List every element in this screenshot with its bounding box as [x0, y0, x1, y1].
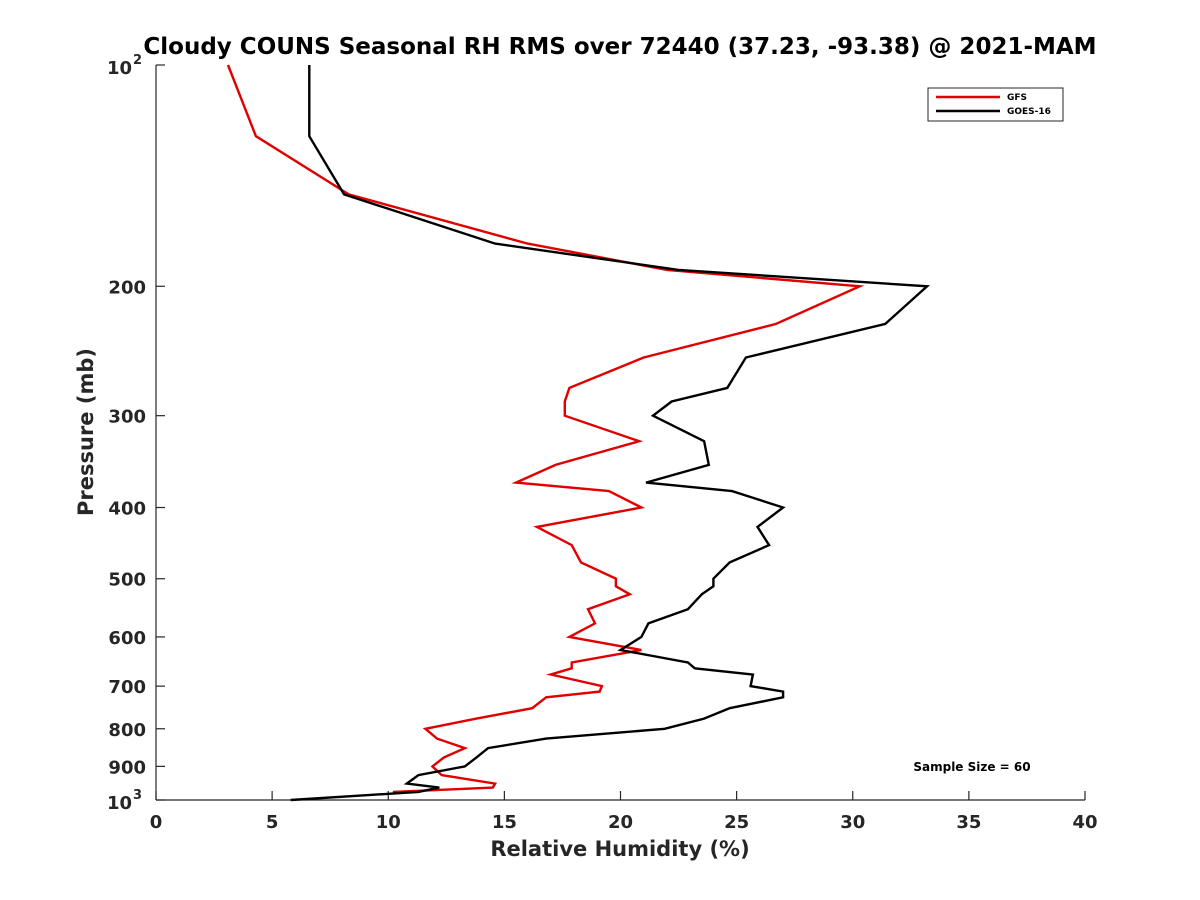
- x-tick-label: 40: [1072, 812, 1097, 833]
- y-tick-label: 400: [108, 499, 146, 520]
- y-tick-label: 10: [107, 793, 132, 814]
- y-tick-label: 800: [108, 720, 146, 741]
- y-tick-label: 10: [107, 58, 132, 79]
- plot-axes: [155, 65, 1085, 801]
- series-layer: [226, 64, 931, 802]
- series-line-goes16: [290, 65, 931, 802]
- x-tick-label: 30: [840, 812, 865, 833]
- x-tick-label: 15: [492, 812, 517, 833]
- legend-box: [927, 87, 1064, 122]
- legend-label-goes16: GOES-16: [1007, 107, 1051, 117]
- y-tick-label-exponent: 3: [133, 788, 142, 803]
- series-line-gfs: [226, 64, 865, 794]
- y-tick-label-exponent: 2: [133, 53, 142, 68]
- x-tick-label: 25: [724, 812, 749, 833]
- x-tick-label: 5: [266, 812, 279, 833]
- y-tick-label: 700: [108, 677, 146, 698]
- chart-title: Cloudy COUNS Seasonal RH RMS over 72440 …: [143, 34, 1096, 60]
- x-tick-label: 10: [376, 812, 401, 833]
- y-tick-label: 600: [108, 628, 146, 649]
- y-axis-label: Pressure (mb): [74, 348, 98, 516]
- x-ticks: 0 5 10 15 20 25 30 35 40: [150, 791, 1098, 833]
- sample-size-annotation: Sample Size = 60: [913, 760, 1030, 774]
- x-axis-label: Relative Humidity (%): [490, 837, 749, 861]
- legend-label-gfs: GFS: [1007, 93, 1027, 103]
- y-tick-label: 200: [108, 277, 146, 298]
- x-tick-label: 20: [608, 812, 633, 833]
- x-tick-label: 35: [956, 812, 981, 833]
- y-tick-label: 500: [108, 570, 146, 591]
- x-tick-label: 0: [150, 812, 163, 833]
- y-tick-label: 300: [108, 407, 146, 428]
- legend: GFS GOES-16: [927, 87, 1064, 122]
- y-tick-label: 900: [108, 757, 146, 778]
